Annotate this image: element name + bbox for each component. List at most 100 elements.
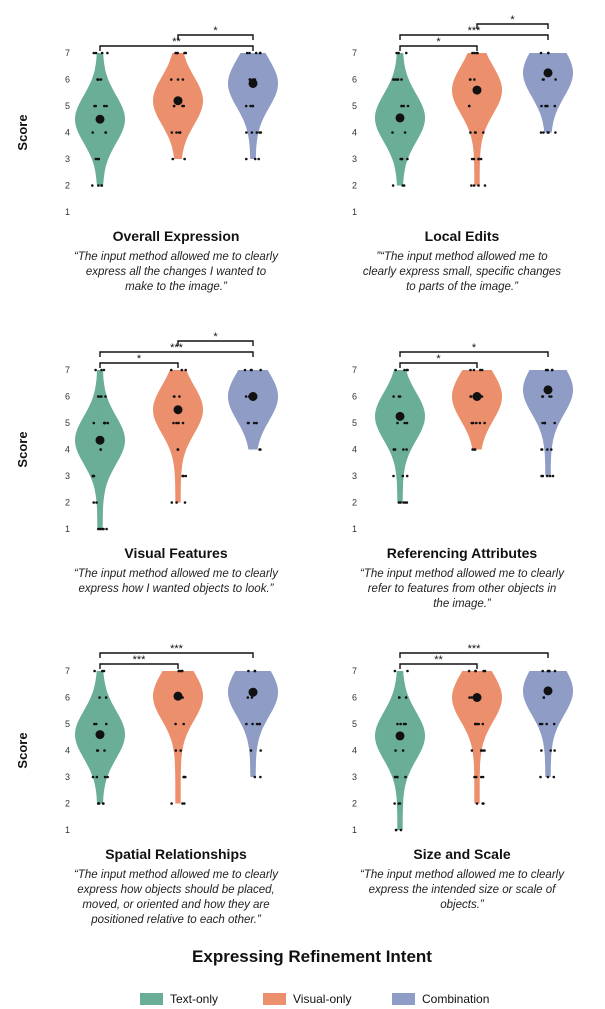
data-point: [106, 51, 109, 55]
significance-label: *: [436, 353, 441, 365]
panel-quote-line: ”“The input method allowed me to: [376, 251, 548, 263]
y-tick-label: 2: [65, 799, 70, 809]
y-axis-label: Score: [15, 114, 30, 150]
data-point: [546, 474, 549, 478]
data-point: [251, 104, 255, 108]
data-point: [94, 722, 98, 726]
significance-label: *: [472, 342, 477, 354]
data-point: [402, 104, 406, 108]
data-point: [96, 395, 100, 398]
data-point: [175, 131, 178, 134]
y-tick-label: 4: [65, 746, 70, 756]
data-point: [92, 421, 96, 425]
data-point: [183, 501, 187, 504]
data-point: [477, 157, 480, 161]
violin-combination: [228, 370, 278, 450]
data-point: [100, 51, 104, 55]
data-point: [183, 802, 186, 805]
data-point: [102, 527, 105, 531]
y-tick-label: 2: [352, 799, 357, 809]
data-point: [471, 51, 474, 55]
data-point: [393, 775, 397, 779]
y-tick-label: 2: [352, 498, 357, 508]
data-point: [552, 722, 556, 726]
data-point: [172, 104, 176, 108]
data-point: [247, 669, 250, 673]
panel-quote-line: moved, or oriented and how they are: [82, 899, 269, 911]
data-point: [470, 184, 473, 187]
data-point: [173, 395, 176, 398]
data-point: [249, 749, 253, 752]
panel-title: Spatial Relationships: [105, 846, 247, 862]
y-tick-label: 6: [65, 75, 70, 85]
significance-bracket: [99, 663, 179, 669]
data-point: [99, 78, 103, 81]
data-point: [551, 474, 555, 478]
data-point: [170, 802, 173, 805]
significance-label: ***: [468, 25, 482, 37]
data-point: [103, 104, 106, 108]
data-point: [96, 802, 100, 805]
data-point: [538, 722, 542, 726]
legend: Text-only Visual-only Combination: [140, 992, 489, 1006]
data-point: [393, 802, 396, 805]
data-point: [106, 421, 110, 425]
data-point: [175, 421, 178, 425]
data-point: [472, 368, 476, 372]
data-point: [97, 157, 101, 161]
data-point: [184, 368, 187, 372]
mean-marker: [543, 68, 553, 78]
data-point: [403, 368, 406, 372]
significance-label: *: [436, 36, 441, 48]
significance-bracket: [99, 351, 254, 357]
data-point: [539, 775, 542, 779]
data-point: [103, 775, 107, 779]
violin-combination: [523, 53, 573, 133]
significance-label: *: [213, 25, 218, 37]
data-point: [93, 104, 96, 108]
data-point: [474, 669, 478, 673]
data-point: [479, 368, 482, 372]
data-point: [259, 775, 262, 779]
data-point: [174, 51, 177, 55]
panel-3: 1 2 3 4 5 6 7 * * Referencing Attributes “The inpu…: [352, 342, 573, 610]
data-point: [105, 104, 108, 108]
data-point: [402, 722, 406, 726]
y-tick-label: 4: [65, 445, 70, 455]
data-point: [469, 131, 472, 134]
data-point: [545, 722, 548, 726]
data-point: [103, 749, 106, 752]
data-point: [544, 368, 548, 372]
data-point: [106, 775, 109, 779]
data-point: [184, 474, 188, 478]
data-point: [475, 421, 478, 425]
violin-visual-only: [153, 370, 203, 503]
data-point: [402, 501, 405, 504]
data-point: [181, 421, 185, 425]
panel-quote-line: refer to features from other objects in: [368, 583, 557, 595]
panel-quote-line: express the intended size or scale of: [369, 884, 557, 896]
data-point: [541, 421, 544, 425]
data-point: [245, 157, 248, 161]
data-point: [469, 368, 472, 372]
y-tick-label: 6: [352, 693, 357, 703]
data-point: [180, 368, 184, 372]
data-point: [399, 828, 403, 832]
data-point: [97, 78, 100, 81]
panel-quote-line: objects.”: [440, 899, 485, 911]
panel-4: 1 2 3 4 5 6 7 Score *** *** Spatial Relationships “…: [15, 643, 279, 926]
data-point: [552, 775, 556, 779]
data-point: [548, 474, 552, 478]
violin-visual-only: [153, 671, 203, 804]
data-point: [477, 722, 481, 726]
legend-label: Visual-only: [293, 992, 351, 1006]
panel-quote-line: “The input method allowed me to clearly: [74, 251, 279, 263]
data-point: [257, 157, 261, 161]
data-point: [473, 51, 476, 55]
data-point: [400, 157, 404, 161]
legend-swatch: [263, 993, 286, 1005]
data-point: [470, 749, 474, 752]
data-point: [481, 802, 485, 805]
data-point: [477, 184, 480, 187]
